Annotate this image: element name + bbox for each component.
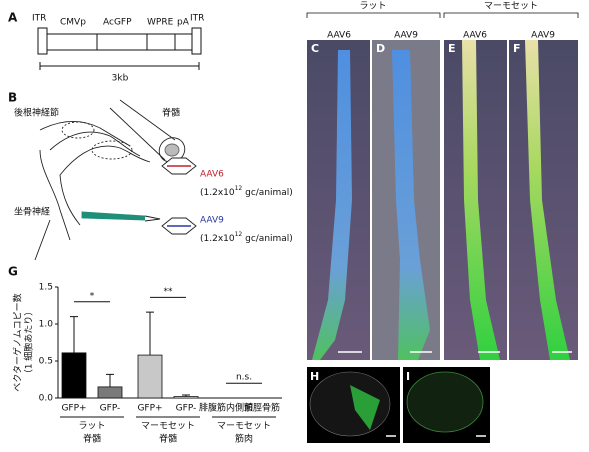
construct-label: pA	[177, 18, 190, 28]
panel-letter: B	[8, 91, 17, 105]
group-tissue: 脊髄	[83, 433, 101, 445]
bar	[173, 396, 199, 399]
x-tick-label: GFP+	[61, 404, 86, 414]
x-tick-label: GFP-	[100, 404, 121, 414]
vector-header: AAV9	[531, 31, 555, 41]
group-tissue: 筋肉	[235, 433, 253, 445]
photos	[307, 40, 578, 443]
panel-letter: F	[513, 42, 521, 55]
y-axis-label: ベクターゲノムコピー数	[12, 293, 24, 391]
significance-label: *	[90, 291, 95, 301]
panel-letter: G	[8, 265, 18, 279]
bar	[97, 386, 123, 399]
photo-headers	[306, 12, 579, 18]
bar	[137, 354, 163, 399]
panel-letter: H	[310, 370, 319, 383]
construct-label: ITR	[190, 14, 204, 24]
label: 脊髄	[162, 107, 180, 119]
label: 坐骨神経	[14, 206, 50, 218]
y-tick-label: 1.5	[39, 283, 53, 293]
y-tick-label: 1.0	[39, 320, 54, 330]
anatomy-drawing	[34, 99, 197, 261]
group-header: マーモセット	[484, 1, 538, 12]
vector-header: AAV9	[394, 31, 418, 41]
construct	[37, 27, 202, 70]
significance-label: **	[164, 287, 174, 297]
panel-letter: C	[311, 42, 319, 55]
x-tick-label: 前脛骨筋	[244, 402, 280, 414]
construct-label: AcGFP	[103, 18, 132, 28]
error-bar	[106, 373, 114, 387]
error-bar	[70, 316, 78, 353]
label: 後根神経節	[14, 107, 59, 119]
error-bar	[146, 311, 154, 356]
vector-name: AAV9	[200, 216, 224, 226]
panel-letter: D	[376, 42, 385, 55]
bar-chart: 0.0 0.5 1.0 1.5 ベクターゲノムコピー数 （1 細胞あたり） GFP+ GFP-…	[12, 283, 282, 445]
vector-dose: (1.2x1012 gc/animal)	[200, 231, 293, 244]
vector-name: AAV6	[200, 170, 224, 180]
group-label: マーモセット	[141, 421, 195, 432]
group-label: ラット	[78, 421, 105, 432]
panel-letter: I	[406, 370, 410, 383]
y-tick-label: 0.0	[39, 394, 54, 404]
vector-dose: (1.2x1012 gc/animal)	[200, 185, 293, 198]
group-label: マーモセット	[217, 421, 271, 432]
scale-label: 3kb	[112, 74, 129, 84]
error-bar	[182, 394, 190, 397]
bar	[61, 352, 87, 399]
panel-letter: A	[8, 11, 18, 25]
panel-letter: E	[448, 42, 456, 55]
construct-label: ITR	[32, 14, 46, 24]
vector-header: AAV6	[463, 31, 487, 41]
y-axis-label: （1 細胞あたり）	[23, 307, 35, 379]
significance-label: n.s.	[236, 373, 252, 383]
x-tick-label: GFP+	[137, 404, 162, 414]
construct-label: WPRE	[147, 18, 174, 28]
group-header: ラット	[359, 1, 386, 12]
x-tick-label: 腓腹筋内側頭	[199, 402, 253, 414]
y-tick-label: 0.5	[39, 357, 53, 367]
vector-header: AAV6	[327, 31, 351, 41]
group-tissue: 脊髄	[159, 433, 177, 445]
construct-label: CMVp	[60, 18, 86, 28]
x-tick-label: GFP-	[176, 404, 197, 414]
